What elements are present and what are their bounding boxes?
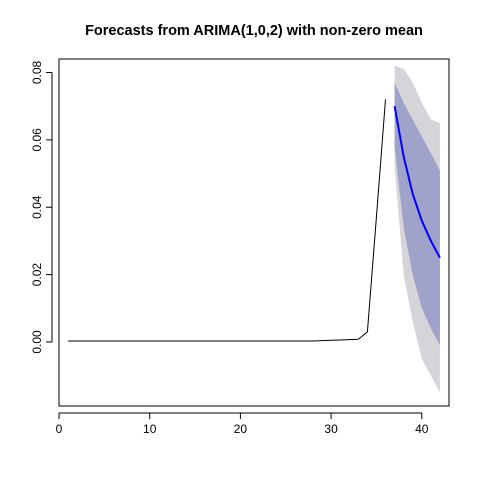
- chart-title: Forecasts from ARIMA(1,0,2) with non-zer…: [85, 23, 423, 39]
- forecast-line: [393, 106, 441, 259]
- x-tick-label: 30: [324, 422, 338, 436]
- y-tick-label: 0.00: [30, 330, 44, 354]
- x-tick-label: 10: [143, 422, 157, 436]
- band-80: [394, 82, 440, 346]
- y-axis: 0.00 0.02 0.04 0.06 0.08: [30, 60, 53, 354]
- x-tick-label: 20: [234, 422, 248, 436]
- x-tick-label: 40: [415, 422, 429, 436]
- plot-frame: [58, 58, 450, 407]
- series-lines: [68, 99, 441, 342]
- x-axis: 0 10 20 30 40: [56, 412, 429, 436]
- y-tick-label: 0.08: [30, 60, 44, 84]
- prediction-bands: [394, 65, 440, 393]
- y-tick-label: 0.04: [30, 195, 44, 219]
- y-tick-label: 0.02: [30, 263, 44, 287]
- history-line: [68, 99, 386, 342]
- y-tick-label: 0.06: [30, 128, 44, 152]
- x-tick-label: 0: [56, 422, 63, 436]
